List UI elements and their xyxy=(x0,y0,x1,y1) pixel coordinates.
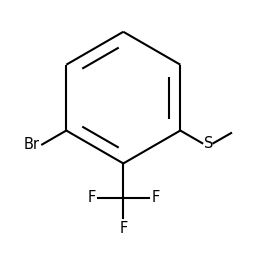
Text: F: F xyxy=(87,190,96,205)
Text: F: F xyxy=(151,190,159,205)
Text: F: F xyxy=(119,221,127,236)
Text: S: S xyxy=(204,136,213,151)
Text: Br: Br xyxy=(24,137,40,152)
